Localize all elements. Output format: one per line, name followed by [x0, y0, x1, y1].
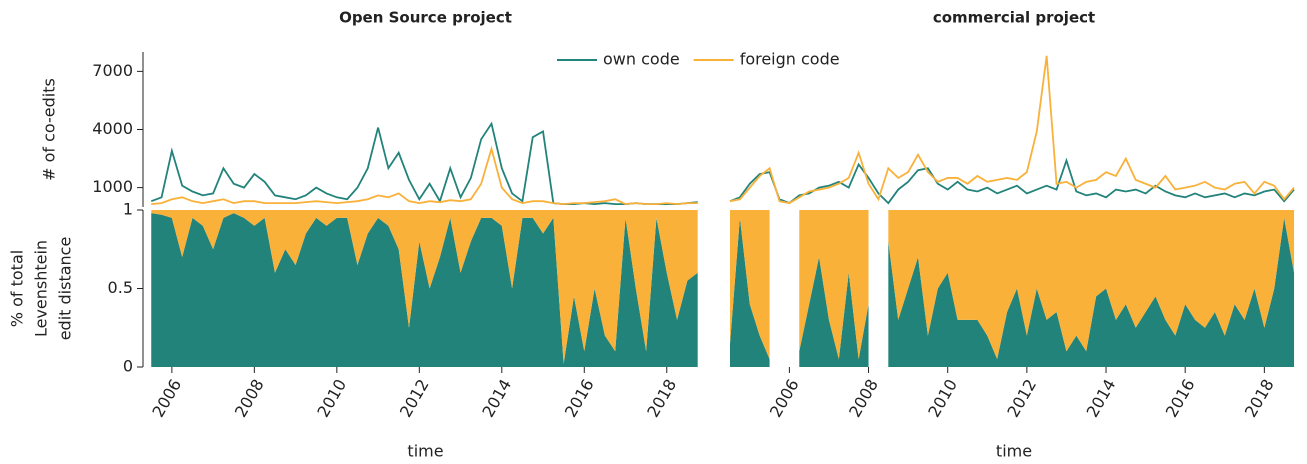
x-tick-label: 2018 [1241, 376, 1278, 421]
data-area [151, 210, 698, 364]
legend-label: own code [603, 50, 680, 69]
chart-title: commercial project [933, 9, 1095, 27]
data-area [730, 217, 1295, 367]
x-axis-label: time [996, 442, 1032, 461]
data-line [729, 157, 1295, 205]
y-tick-label: 4000 [92, 119, 133, 138]
data-area [730, 210, 1295, 360]
data-line [151, 145, 698, 206]
x-tick-label: 2016 [1162, 376, 1199, 421]
x-tick-label: 2014 [478, 376, 515, 421]
data-area [151, 213, 698, 367]
y-axis-label: edit distance [56, 237, 75, 341]
y-tick-label: 0.5 [108, 278, 133, 297]
y-axis-label: # of co-edits [40, 78, 59, 181]
x-tick-label: 2018 [643, 376, 680, 421]
legend-label: foreign code [740, 50, 840, 69]
x-tick-label: 2012 [1003, 376, 1040, 421]
x-tick-label: 2016 [561, 376, 598, 421]
y-tick-label: 1000 [92, 177, 133, 196]
y-axis-label: Levenshtein [32, 240, 51, 337]
chart-title: Open Source project [339, 9, 512, 27]
x-tick-label: 2008 [845, 376, 882, 421]
data-line [150, 121, 698, 205]
y-tick-label: 7000 [92, 61, 133, 80]
x-tick-label: 2010 [313, 376, 350, 421]
x-tick-label: 2006 [148, 376, 185, 421]
x-tick-label: 2010 [924, 376, 961, 421]
y-tick-label: 0 [123, 357, 133, 376]
x-tick-label: 2014 [1083, 376, 1120, 421]
y-axis-label: % of total [8, 250, 27, 327]
y-tick-label: 1 [123, 200, 133, 219]
x-tick-label: 2006 [766, 376, 803, 421]
x-axis-label: time [407, 442, 443, 461]
data-line [729, 55, 1295, 205]
x-tick-label: 2012 [396, 376, 433, 421]
x-tick-label: 2008 [231, 376, 268, 421]
